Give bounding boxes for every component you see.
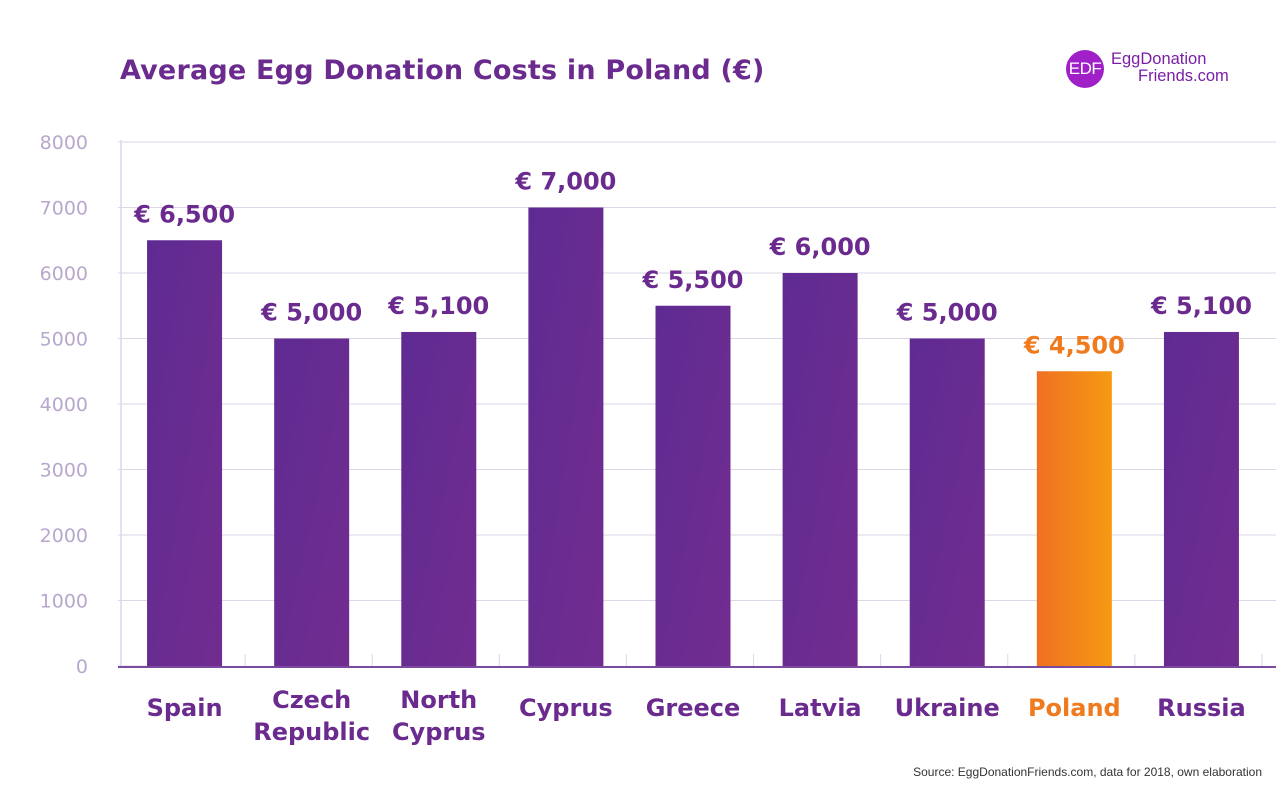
bar-north-cyprus	[401, 331, 477, 666]
chart-title: Average Egg Donation Costs in Poland (€)	[120, 55, 765, 86]
x-tick-label: North Cyprus	[392, 686, 486, 746]
source-note: Source: EggDonationFriends.com, data for…	[913, 765, 1262, 779]
y-tick-label: 6000	[40, 263, 88, 285]
x-tick-label: Latvia	[779, 694, 862, 722]
data-labels: € 6,500 € 5,000 € 5,100 € 7,000 € 5,500 € 6,0…	[133, 168, 1252, 360]
y-tick-label: 1000	[40, 591, 88, 613]
logo-line-1: EggDonation	[1111, 50, 1207, 68]
y-tick-label: 0	[76, 656, 88, 678]
x-tick-label-line: North	[400, 686, 477, 714]
x-tick-label-line: Latvia	[779, 694, 862, 722]
data-label: € 5,500	[642, 266, 744, 294]
x-tick-label-line: Cyprus	[392, 718, 486, 746]
x-tick-label-line: Spain	[147, 694, 223, 722]
x-tick-label-line: Cyprus	[519, 694, 613, 722]
x-tick-label-line: Poland	[1028, 694, 1121, 722]
bar-russia	[1163, 331, 1239, 666]
y-tick-label: 5000	[40, 329, 88, 351]
data-label: € 5,100	[1150, 292, 1252, 320]
x-tick-label-line: Russia	[1157, 694, 1246, 722]
x-tick-label-line: Republic	[253, 718, 370, 746]
x-tick-label-line: Ukraine	[895, 694, 1000, 722]
x-tick-label: Ukraine	[895, 694, 1000, 722]
data-label: € 4,500	[1023, 331, 1125, 359]
bar-czech-republic	[274, 338, 350, 666]
bar-ukraine	[909, 338, 985, 666]
bar-latvia	[782, 273, 858, 666]
y-tick-label: 3000	[40, 460, 88, 482]
y-tick-label: 2000	[40, 525, 88, 547]
bars	[147, 207, 1239, 666]
logo-line-2: Friends.com	[1138, 67, 1229, 85]
data-label: € 5,000	[260, 299, 362, 327]
data-label: € 5,000	[896, 299, 998, 327]
y-tick-label: 8000	[40, 132, 88, 154]
y-tick-label: 4000	[40, 394, 88, 416]
bar-cyprus	[528, 207, 604, 666]
x-tick-label: Russia	[1157, 694, 1246, 722]
y-tick-label: 7000	[40, 198, 88, 220]
data-label: € 5,100	[387, 292, 489, 320]
data-label: € 7,000	[514, 168, 616, 196]
y-axis-ticks: 0 1000 2000 3000 4000 5000 6000 7000 8000	[40, 132, 88, 678]
data-label: € 6,500	[133, 200, 235, 228]
bar-greece	[655, 305, 731, 666]
logo-badge: EDF	[1066, 50, 1104, 88]
x-tick-label: Spain	[147, 694, 223, 722]
logo-wordmark: EggDonation Friends.com	[1111, 51, 1229, 85]
x-tick-label-line: Greece	[646, 694, 741, 722]
bar-poland	[1036, 371, 1112, 666]
data-label: € 6,000	[769, 233, 871, 261]
x-tick-label: Cyprus	[519, 694, 613, 722]
x-tick-label: Poland	[1028, 694, 1121, 722]
x-axis-labels: Spain Czech Republic North Cyprus Cyprus Greec…	[147, 686, 1246, 746]
x-tick-label: Czech Republic	[253, 686, 370, 746]
x-tick-label-line: Czech	[272, 686, 351, 714]
x-tick-label: Greece	[646, 694, 741, 722]
bar-spain	[147, 240, 223, 666]
brand-logo[interactable]: EDF EggDonation Friends.com	[1066, 50, 1266, 90]
